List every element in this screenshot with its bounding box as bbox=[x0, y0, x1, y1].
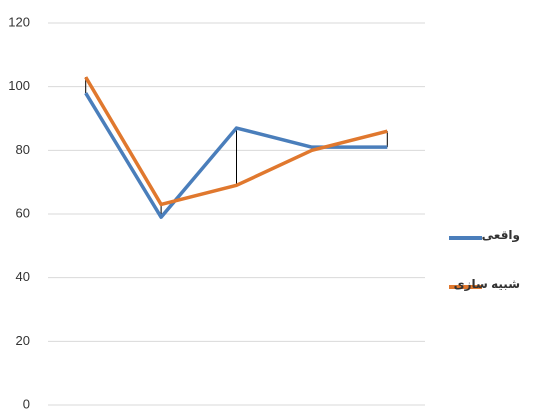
y-tick-label: 120 bbox=[8, 14, 30, 29]
y-tick-label: 40 bbox=[16, 269, 30, 284]
y-tick-label: 20 bbox=[16, 333, 30, 348]
y-tick-label: 100 bbox=[8, 78, 30, 93]
legend-label: واقعی bbox=[482, 228, 520, 243]
y-tick-label: 80 bbox=[16, 142, 30, 157]
page: 020406080100120واقعیشبیه سازی (() => { c… bbox=[0, 0, 537, 414]
chart: 0 20 40 60 80 100 120 واقعی شبیه سازی bbox=[0, 0, 537, 414]
legend-label: شبیه سازی bbox=[454, 277, 520, 291]
y-tick-label: 60 bbox=[16, 205, 30, 220]
y-tick-label: 0 bbox=[23, 396, 30, 411]
